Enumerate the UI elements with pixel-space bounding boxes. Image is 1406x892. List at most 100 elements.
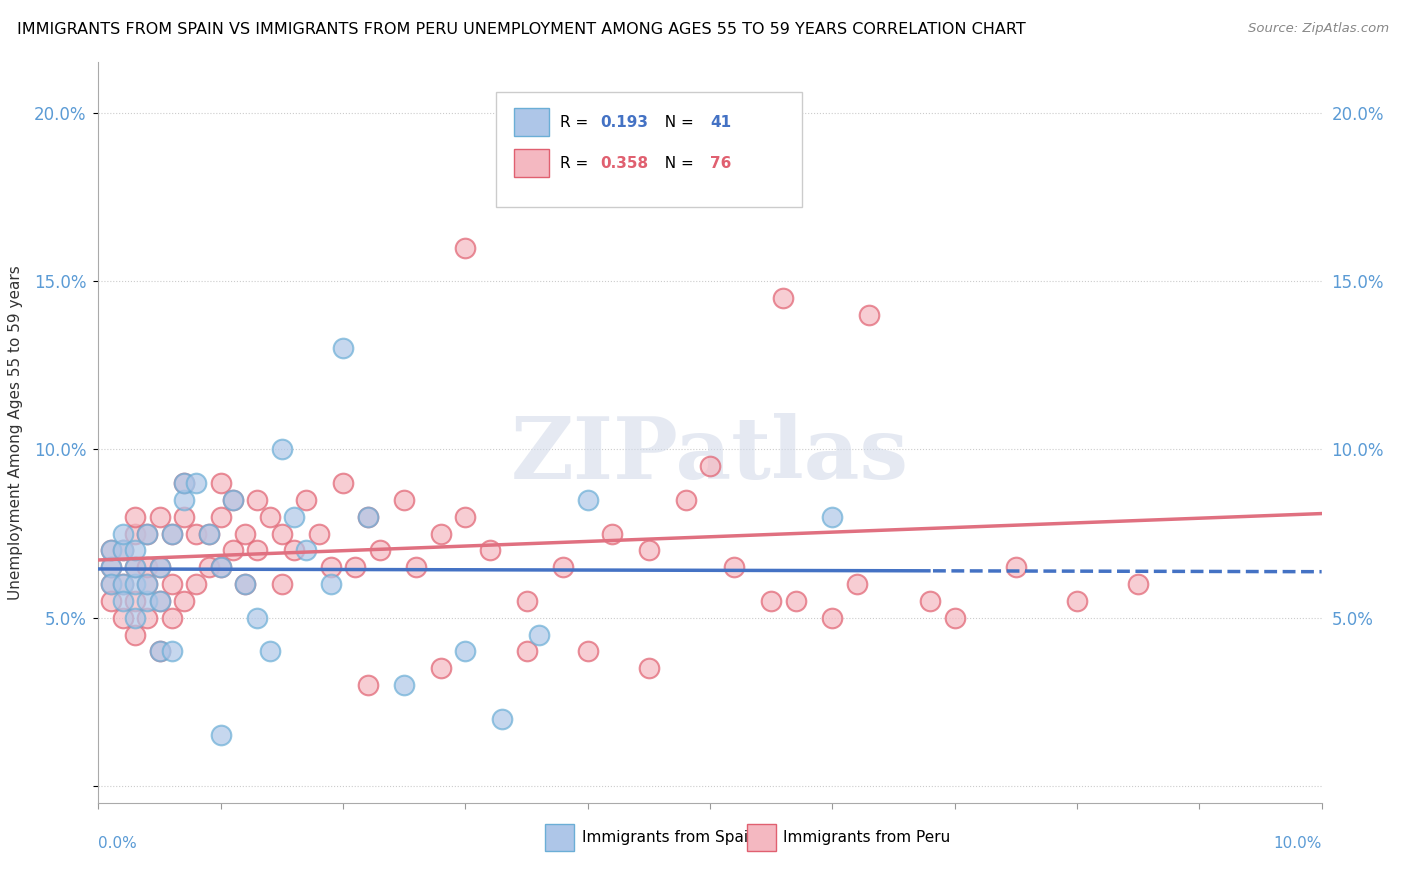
Point <box>344 560 367 574</box>
Point <box>186 577 208 591</box>
Point <box>149 594 172 608</box>
Point <box>124 560 146 574</box>
Point <box>149 560 172 574</box>
Point <box>332 476 354 491</box>
Point <box>111 543 134 558</box>
Point <box>100 594 122 608</box>
Point <box>111 577 134 591</box>
Point <box>430 526 453 541</box>
Point <box>319 577 342 591</box>
Y-axis label: Unemployment Among Ages 55 to 59 years: Unemployment Among Ages 55 to 59 years <box>8 265 22 600</box>
Point <box>100 560 122 574</box>
Point <box>405 560 427 574</box>
FancyBboxPatch shape <box>747 824 776 851</box>
Point <box>149 560 172 574</box>
Point <box>259 509 281 524</box>
Point <box>233 577 256 591</box>
Text: 76: 76 <box>710 155 731 170</box>
Point <box>516 644 538 658</box>
Point <box>111 610 134 624</box>
Point <box>686 122 709 136</box>
Point <box>600 526 623 541</box>
Text: 0.0%: 0.0% <box>98 837 138 852</box>
Point <box>149 509 172 524</box>
Point <box>124 627 146 641</box>
Point <box>454 644 477 658</box>
Point <box>173 492 195 507</box>
Point <box>160 644 183 658</box>
Point <box>186 476 208 491</box>
Point <box>270 526 292 541</box>
Point <box>319 560 342 574</box>
Text: 41: 41 <box>710 115 731 130</box>
Point <box>295 543 318 558</box>
Point <box>356 678 378 692</box>
Point <box>576 492 599 507</box>
Text: N =: N = <box>655 115 699 130</box>
Point <box>160 526 183 541</box>
Point <box>197 526 219 541</box>
Point <box>246 543 269 558</box>
Point <box>100 577 122 591</box>
Point <box>209 509 232 524</box>
FancyBboxPatch shape <box>515 108 548 136</box>
Point <box>920 594 942 608</box>
Point <box>283 509 305 524</box>
Point <box>858 308 880 322</box>
Point <box>576 644 599 658</box>
Point <box>943 610 966 624</box>
Point <box>1066 594 1088 608</box>
Point <box>222 492 245 507</box>
FancyBboxPatch shape <box>546 824 574 851</box>
Point <box>186 526 208 541</box>
Text: Immigrants from Peru: Immigrants from Peru <box>783 830 950 845</box>
Point <box>173 509 195 524</box>
Point <box>149 644 172 658</box>
Point <box>124 543 146 558</box>
Point <box>270 442 292 457</box>
Point <box>392 678 416 692</box>
Point <box>209 729 232 743</box>
Point <box>308 526 330 541</box>
Point <box>136 577 159 591</box>
Point <box>100 560 122 574</box>
Text: Source: ZipAtlas.com: Source: ZipAtlas.com <box>1249 22 1389 36</box>
Point <box>675 492 697 507</box>
Point <box>233 577 256 591</box>
Text: R =: R = <box>560 155 593 170</box>
Point <box>136 594 159 608</box>
Point <box>368 543 391 558</box>
Point <box>785 594 807 608</box>
Point <box>1128 577 1150 591</box>
Point <box>100 577 122 591</box>
Point <box>124 526 146 541</box>
Point <box>160 526 183 541</box>
Point <box>136 610 159 624</box>
Point <box>516 594 538 608</box>
Point <box>759 594 782 608</box>
Point <box>209 560 232 574</box>
Point <box>124 594 146 608</box>
Text: IMMIGRANTS FROM SPAIN VS IMMIGRANTS FROM PERU UNEMPLOYMENT AMONG AGES 55 TO 59 Y: IMMIGRANTS FROM SPAIN VS IMMIGRANTS FROM… <box>17 22 1025 37</box>
Point <box>356 509 378 524</box>
Point <box>111 594 134 608</box>
Point <box>100 543 122 558</box>
Point <box>454 509 477 524</box>
Text: Immigrants from Spain: Immigrants from Spain <box>582 830 758 845</box>
Point <box>111 577 134 591</box>
Text: R =: R = <box>560 115 593 130</box>
Point <box>246 610 269 624</box>
Point <box>124 577 146 591</box>
Point <box>222 543 245 558</box>
Point <box>136 526 159 541</box>
Point <box>723 560 745 574</box>
Point <box>527 627 550 641</box>
Point <box>259 644 281 658</box>
Point <box>233 526 256 541</box>
Point <box>197 560 219 574</box>
Point <box>772 291 794 305</box>
Point <box>111 526 134 541</box>
Point <box>283 543 305 558</box>
Point <box>136 577 159 591</box>
Point <box>160 610 183 624</box>
